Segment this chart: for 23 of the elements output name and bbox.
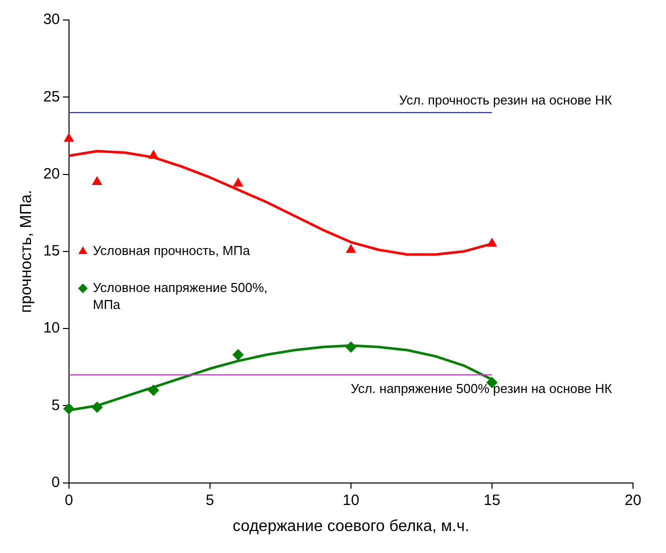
x-tick-label: 20 bbox=[624, 492, 642, 509]
x-tick-label: 0 bbox=[64, 492, 74, 509]
x-tick-label: 10 bbox=[342, 492, 360, 509]
point bbox=[64, 133, 74, 142]
y-tick-label: 15 bbox=[43, 242, 60, 260]
point bbox=[233, 178, 243, 187]
ref-line-label: Усл. напряжение 500% резин на основе НК bbox=[350, 380, 612, 396]
legend-label: Условная прочность, МПа bbox=[92, 242, 251, 258]
point bbox=[232, 349, 244, 360]
y-tick-label: 30 bbox=[43, 11, 60, 28]
y-tick-label: 20 bbox=[43, 165, 60, 182]
y-tick-label: 0 bbox=[52, 474, 60, 491]
ref-line-label: Усл. прочность резин на основе НК bbox=[399, 92, 612, 108]
legend-label: Условное напряжение 500%, МПа bbox=[92, 280, 268, 312]
y-tick-label: 10 bbox=[43, 320, 60, 337]
x-axis-title: содержание соевого белка, м.ч. bbox=[232, 518, 470, 535]
y-tick-label: 5 bbox=[52, 396, 60, 414]
y-tick-label: 25 bbox=[43, 88, 60, 106]
point bbox=[92, 176, 102, 185]
point bbox=[346, 244, 356, 253]
y-axis-title: прочность, МПа. bbox=[18, 190, 36, 313]
x-tick-label: 15 bbox=[484, 492, 500, 509]
x-tick-label: 5 bbox=[206, 492, 214, 509]
